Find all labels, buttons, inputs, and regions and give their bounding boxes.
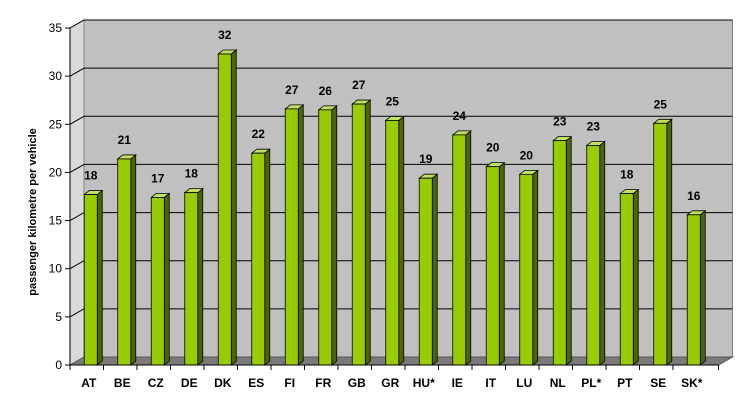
bar	[452, 134, 467, 366]
bar-side	[331, 105, 338, 366]
x-tick-label: DE	[181, 376, 198, 390]
bar	[653, 122, 668, 366]
x-tick-label: GR	[381, 376, 399, 390]
x-axis: AT BE CZ DE DK ES FI FR GB GR HU* IE IT LU NL PL* PT SE SK…	[69, 364, 719, 390]
data-label: 21	[118, 133, 132, 147]
bar-side	[264, 148, 271, 366]
x-tick-label: BE	[114, 376, 131, 390]
bars	[83, 49, 707, 366]
bar-side	[364, 99, 371, 366]
bar	[83, 194, 98, 366]
data-label: 17	[151, 171, 165, 185]
bar	[217, 53, 232, 366]
bar-side	[96, 189, 103, 366]
data-label: 22	[252, 127, 266, 141]
bar	[552, 140, 567, 366]
bar	[318, 109, 333, 366]
bar-side	[532, 169, 539, 366]
x-tick-label: HU*	[413, 376, 435, 390]
x-tick-label: FR	[315, 376, 331, 390]
y-tick-label: 10	[49, 262, 63, 276]
y-tick-label: 35	[49, 21, 63, 35]
bar	[150, 197, 165, 366]
x-tick-label: GB	[348, 376, 366, 390]
data-label: 25	[654, 97, 668, 111]
data-label: 16	[687, 189, 701, 203]
bar	[284, 108, 299, 366]
bar	[586, 145, 601, 366]
y-tick-label: 30	[49, 69, 63, 83]
y-tick-label: 15	[49, 214, 63, 228]
x-tick-label: FI	[284, 376, 295, 390]
gridline	[69, 19, 733, 29]
y-axis-label: passenger kilometre per vehicle	[27, 128, 39, 296]
bar-side	[465, 130, 472, 366]
x-tick-label: NL	[550, 376, 566, 390]
data-label: 27	[352, 78, 366, 92]
data-label: 23	[553, 115, 567, 129]
data-label: 25	[386, 94, 400, 108]
data-label: 18	[185, 167, 199, 181]
y-tick-label: 20	[49, 165, 63, 179]
data-label: 27	[285, 83, 299, 97]
data-label: 20	[520, 148, 534, 162]
data-label: 24	[453, 109, 467, 123]
bar	[686, 214, 701, 366]
bar-side	[163, 192, 170, 366]
bar-side	[699, 209, 706, 366]
y-tick-label: 5	[55, 310, 62, 324]
x-tick-label: SE	[650, 376, 666, 390]
bar	[385, 120, 400, 366]
data-label: 18	[620, 168, 634, 182]
x-tick-label: IE	[452, 376, 463, 390]
y-axis: 0 5 10 15 20 25 30 35	[49, 21, 71, 372]
bar-side	[565, 135, 572, 366]
bar-side	[230, 49, 237, 366]
x-tick-label: DK	[214, 376, 232, 390]
bar-side	[197, 187, 204, 366]
bar-side	[297, 104, 304, 366]
bar	[619, 193, 634, 366]
data-label: 20	[486, 141, 500, 155]
gridline	[69, 163, 733, 173]
bar-side	[431, 173, 438, 366]
x-tick-label: ES	[248, 376, 264, 390]
bar-side	[666, 118, 673, 366]
data-label: 23	[587, 119, 601, 133]
data-label: 19	[419, 152, 433, 166]
data-label: 32	[218, 28, 232, 42]
bar	[418, 177, 433, 366]
x-tick-label: CZ	[148, 376, 164, 390]
x-tick-label: LU	[516, 376, 532, 390]
bar	[251, 152, 266, 366]
y-tick-label: 25	[49, 117, 63, 131]
bar-side	[632, 188, 639, 366]
x-tick-label: SK*	[681, 376, 703, 390]
data-label: 18	[84, 169, 98, 183]
data-labels: 18 21 17 18 32 22 27 26 27 25 19 24 20 20 23 23 18 25 16	[84, 28, 701, 203]
gridline	[69, 67, 733, 77]
bar	[519, 173, 534, 366]
bar-side	[599, 140, 606, 366]
bar-side	[398, 115, 405, 366]
y-tick-label: 0	[55, 358, 62, 372]
bar-side	[130, 154, 137, 366]
x-tick-label: IT	[485, 376, 496, 390]
x-tick-label: PT	[617, 376, 633, 390]
bar-side	[498, 161, 505, 366]
bar	[351, 103, 366, 366]
bar	[184, 192, 199, 366]
bar	[485, 166, 500, 366]
gridline	[69, 115, 733, 125]
data-label: 26	[319, 84, 333, 98]
bar	[117, 158, 132, 366]
x-tick-label: PL*	[581, 376, 601, 390]
x-tick-label: AT	[81, 376, 97, 390]
